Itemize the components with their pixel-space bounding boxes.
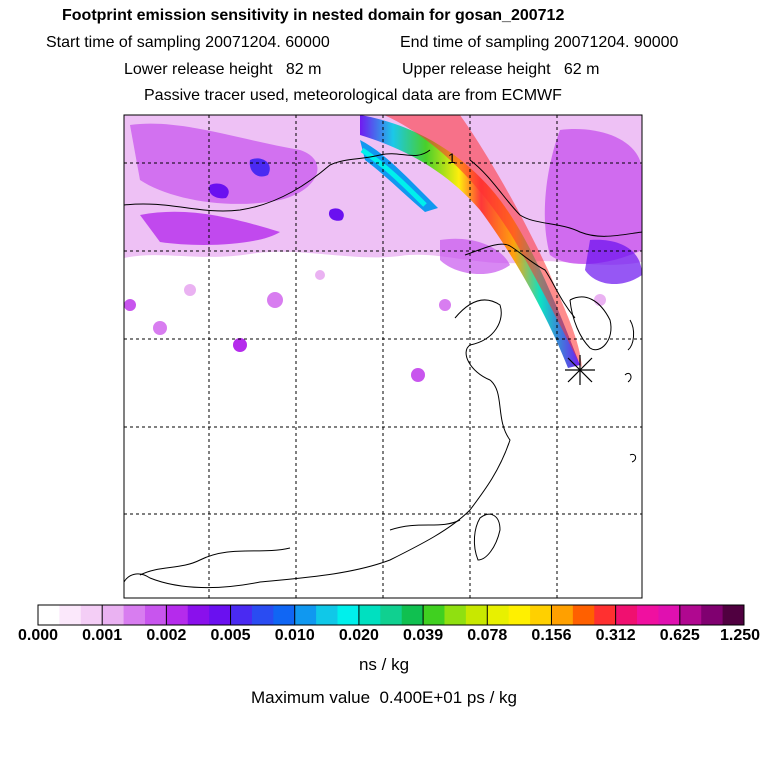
colorbar-tick-label: 0.039 (403, 627, 444, 644)
units-label: ns / kg (358, 655, 410, 674)
colorbar-swatch (80, 605, 103, 625)
plot-title: Footprint emission sensitivity in nested… (62, 7, 565, 24)
receptor-star-marker (565, 355, 595, 385)
colorbar-swatch (637, 605, 659, 625)
colorbar-swatch (102, 605, 125, 625)
colorbar-swatch (59, 605, 82, 625)
colorbar-swatch (487, 605, 510, 625)
colorbar-swatch (209, 605, 232, 625)
colorbar-swatch (551, 605, 574, 625)
colorbar-swatch (594, 605, 617, 625)
colorbar-swatch (187, 605, 210, 625)
colorbar-tick-label: 0.002 (146, 627, 187, 644)
upper-release-label: Upper release height 62 m (402, 61, 600, 78)
colorbar-tick-label: 0.625 (659, 627, 700, 644)
colorbar-swatch (316, 605, 339, 625)
colorbar-tick-label: 0.312 (595, 627, 636, 644)
start-time-label: Start time of sampling 20071204. 60000 (46, 34, 330, 51)
colorbar-swatch (144, 605, 167, 625)
colorbar-swatch (294, 605, 317, 625)
colorbar-tick-label: 0.000 (17, 627, 59, 644)
colorbar-swatch (465, 605, 488, 625)
colorbar-swatch (38, 605, 60, 625)
colorbar-swatch (337, 605, 360, 625)
colorbar-swatch (401, 605, 424, 625)
map-frame (123, 114, 643, 599)
colorbar-swatch (444, 605, 467, 625)
end-time-label: End time of sampling 20071204. 90000 (400, 34, 679, 51)
colorbar-swatch (722, 605, 745, 625)
colorbar-swatch (572, 605, 595, 625)
grid-lines (124, 115, 642, 598)
colorbar-tick-label: 0.020 (338, 627, 379, 644)
colorbar-tick-label: 0.078 (467, 627, 508, 644)
colorbar-swatch (123, 605, 146, 625)
colorbar-tick-label: 0.010 (274, 627, 315, 644)
contour-label: 1 (448, 150, 456, 166)
colorbar-tick-label: 0.001 (82, 627, 123, 644)
colorbar-swatch (358, 605, 381, 625)
colorbar-swatch (701, 605, 724, 625)
colorbar-swatch (679, 605, 702, 625)
tracer-note: Passive tracer used, meteorological data… (144, 87, 562, 104)
colorbar-swatch (530, 605, 552, 625)
colorbar-swatch (273, 605, 296, 625)
colorbar-swatch (380, 605, 403, 625)
colorbar-swatch (230, 605, 253, 625)
colorbar-swatch (166, 605, 189, 625)
colorbar-swatch (423, 605, 445, 625)
colorbar-tick-label: 0.156 (531, 627, 572, 644)
colorbar-swatch (508, 605, 531, 625)
colorbar-swatch (658, 605, 681, 625)
colorbar-tick-label: 0.005 (210, 627, 251, 644)
colorbar (37, 604, 745, 626)
max-value-label: Maximum value 0.400E+01 ps / kg (251, 688, 517, 707)
colorbar-swatch (251, 605, 274, 625)
lower-release-label: Lower release height 82 m (124, 61, 322, 78)
colorbar-tick-label: 1.250 (719, 627, 761, 644)
colorbar-swatch (615, 605, 638, 625)
